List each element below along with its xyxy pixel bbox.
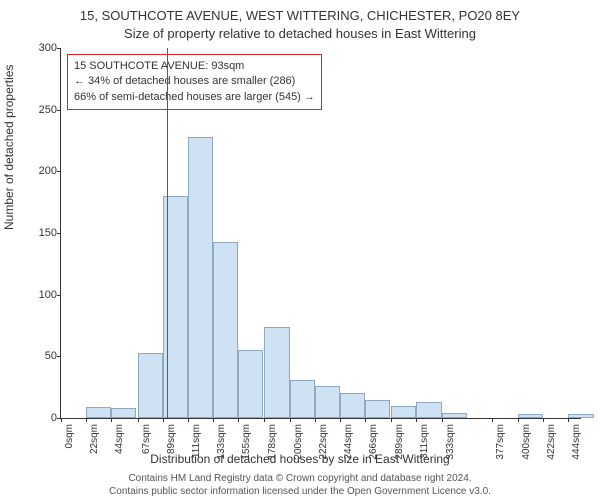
x-tick-mark xyxy=(442,418,443,422)
histogram-bar xyxy=(365,400,390,419)
y-axis-label: Number of detached properties xyxy=(2,65,16,230)
histogram-bar xyxy=(568,414,593,418)
chart-container: 15, SOUTHCOTE AVENUE, WEST WITTERING, CH… xyxy=(0,0,600,500)
x-tick-mark xyxy=(365,418,366,422)
histogram-bar xyxy=(238,350,263,418)
x-tick-mark xyxy=(213,418,214,422)
x-tick-mark xyxy=(340,418,341,422)
callout-line: 66% of semi-detached houses are larger (… xyxy=(74,90,315,105)
x-tick-mark xyxy=(518,418,519,422)
x-tick-mark xyxy=(492,418,493,422)
histogram-bar xyxy=(188,137,213,418)
x-tick-label: 0sqm xyxy=(64,424,75,448)
footer-line: Contains public sector information licen… xyxy=(0,485,600,498)
x-tick-label: 22sqm xyxy=(89,424,100,454)
x-tick-mark xyxy=(391,418,392,422)
histogram-bar xyxy=(442,413,467,418)
chart-title-address: 15, SOUTHCOTE AVENUE, WEST WITTERING, CH… xyxy=(0,8,600,23)
plot-area: 15 SOUTHCOTE AVENUE: 93sqm ← 34% of deta… xyxy=(60,48,581,419)
y-tick-mark xyxy=(57,110,61,111)
histogram-bar xyxy=(315,386,340,418)
x-tick-mark xyxy=(188,418,189,422)
x-tick-label: 44sqm xyxy=(114,424,125,454)
x-tick-label: 89sqm xyxy=(166,424,177,454)
y-tick-mark xyxy=(57,233,61,234)
x-tick-label: 67sqm xyxy=(141,424,152,454)
reference-line xyxy=(167,48,168,418)
x-tick-mark xyxy=(315,418,316,422)
x-tick-mark xyxy=(163,418,164,422)
callout-line: ← 34% of detached houses are smaller (28… xyxy=(74,74,315,89)
y-tick-mark xyxy=(57,295,61,296)
x-axis-label: Distribution of detached houses by size … xyxy=(0,452,600,466)
histogram-bar xyxy=(518,414,543,418)
histogram-bar xyxy=(213,242,238,418)
histogram-bar xyxy=(416,402,441,418)
x-tick-mark xyxy=(416,418,417,422)
histogram-bar xyxy=(111,408,136,418)
y-tick-mark xyxy=(57,48,61,49)
y-tick-mark xyxy=(57,171,61,172)
histogram-bar xyxy=(391,406,416,418)
x-tick-mark xyxy=(86,418,87,422)
y-tick-mark xyxy=(57,356,61,357)
x-tick-mark xyxy=(290,418,291,422)
chart-subtitle: Size of property relative to detached ho… xyxy=(0,26,600,41)
footer-line: Contains HM Land Registry data © Crown c… xyxy=(0,472,600,485)
histogram-bar xyxy=(264,327,289,418)
x-tick-mark xyxy=(138,418,139,422)
x-tick-mark xyxy=(543,418,544,422)
x-tick-mark xyxy=(238,418,239,422)
histogram-bar xyxy=(86,407,111,418)
callout-line: 15 SOUTHCOTE AVENUE: 93sqm xyxy=(74,59,315,74)
x-tick-mark xyxy=(61,418,62,422)
histogram-bar xyxy=(138,353,163,418)
x-tick-mark xyxy=(111,418,112,422)
chart-footer: Contains HM Land Registry data © Crown c… xyxy=(0,472,600,498)
histogram-bar xyxy=(290,380,315,418)
x-tick-mark xyxy=(568,418,569,422)
x-tick-mark xyxy=(264,418,265,422)
histogram-bar xyxy=(340,393,365,418)
callout-box: 15 SOUTHCOTE AVENUE: 93sqm ← 34% of deta… xyxy=(67,54,322,110)
